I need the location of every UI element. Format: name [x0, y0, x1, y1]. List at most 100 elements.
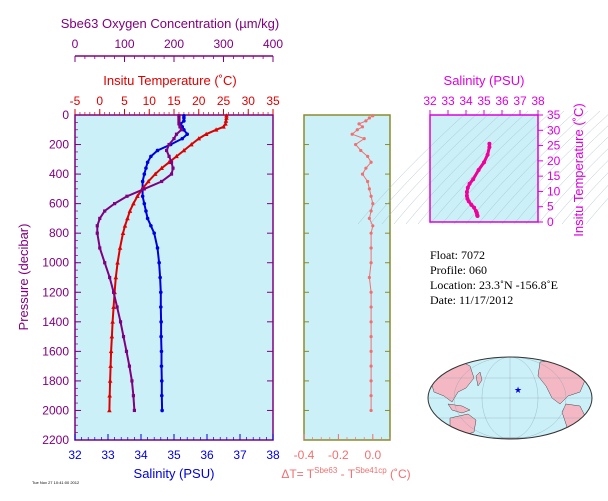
oxygen-point: [118, 320, 123, 324]
salinity-point: [155, 246, 160, 250]
delta-label-sup-2: Sbe41cp: [355, 466, 387, 475]
temperature-point: [107, 378, 113, 383]
isopycnal-line: [393, 110, 505, 225]
temperature-tick-label: 10: [143, 94, 157, 108]
ts-point: [485, 152, 490, 157]
ts-point: [465, 185, 470, 190]
info-date: Date: 11/17/2012: [430, 293, 513, 307]
salinity-point: [182, 116, 186, 120]
salinity-point: [159, 393, 164, 398]
temperature-tick-label: 20: [192, 94, 206, 108]
salinity-point: [145, 160, 150, 165]
isopycnal-line: [405, 110, 517, 225]
temperature-point: [108, 363, 113, 368]
delta-point: [362, 137, 366, 141]
temperature-tick-label: 30: [242, 94, 256, 108]
ts-salinity-tick-label: 33: [441, 94, 455, 108]
salinity-point: [144, 209, 148, 213]
delta-point: [371, 224, 375, 228]
delta-point: [369, 209, 373, 213]
delta-point: [371, 114, 375, 118]
ts-salinity-tick-label: 37: [513, 94, 527, 108]
oxygen-point: [177, 122, 181, 126]
salinity-point: [145, 216, 150, 221]
isopycnal-line: [573, 185, 608, 225]
temperature-profile-line: [108, 115, 228, 411]
star-icon: ★: [514, 386, 522, 396]
oxygen-point: [121, 334, 126, 339]
ts-temperature-tick-label: 0: [547, 215, 554, 229]
temperature-point: [115, 260, 120, 265]
temperature-tick-label: 0: [96, 94, 103, 108]
temperature-point: [223, 121, 228, 126]
delta-point: [369, 231, 373, 235]
ts-salinity-ticks: 32 33 34 35 36 37 38: [423, 94, 545, 115]
oxygen-point: [130, 379, 134, 383]
oxygen-point: [125, 194, 129, 198]
oxygen-axis-ticks: 0 100 200 300 400: [72, 37, 283, 62]
delta-point: [360, 172, 365, 176]
oxygen-point: [174, 132, 179, 136]
oxygen-point: [169, 160, 174, 164]
delta-point: [369, 334, 373, 339]
delta-point: [369, 160, 373, 164]
delta-tick-label: -0.2: [328, 448, 349, 462]
temperature-point: [110, 319, 115, 324]
isopycnal-line: [549, 160, 608, 225]
oxygen-point: [177, 114, 181, 118]
ts-point: [487, 141, 492, 146]
oxygen-point: [177, 116, 181, 120]
oxygen-point: [95, 231, 99, 235]
oxygen-point: [127, 364, 132, 368]
salinity-point: [182, 119, 186, 123]
temperature-point: [203, 131, 209, 137]
ts-point: [473, 208, 478, 213]
delta-axis-title: ΔT= TSbe63 - TSbe41cp (˚C): [281, 466, 410, 481]
salinity-tick-label: 34: [134, 448, 148, 462]
delta-label-main: ΔT= T: [281, 467, 314, 481]
oxygen-point: [160, 179, 164, 184]
ts-salinity-tick-label: 34: [459, 94, 473, 108]
oxygen-point: [172, 137, 176, 141]
delta-point: [369, 305, 373, 309]
ts-point: [465, 196, 470, 201]
info-location: Location: 23.3˚N -156.8˚E: [430, 278, 558, 292]
delta-point: [369, 364, 373, 368]
salinity-point: [159, 320, 163, 324]
delta-label-sup-1: Sbe63: [314, 466, 338, 475]
salinity-point: [155, 148, 160, 153]
salinity-tick-label: 38: [266, 448, 280, 462]
map-land-australia: [449, 413, 477, 437]
delta-axis-ticks: -0.4 -0.2 0.0: [294, 114, 391, 462]
oxygen-point: [115, 305, 119, 309]
delta-point: [369, 246, 373, 250]
isopycnal-line: [369, 110, 481, 225]
oxygen-point: [178, 125, 182, 129]
delta-tick-label: -0.4: [294, 448, 315, 462]
pressure-tick-label: 600: [49, 197, 69, 211]
pressure-tick-label: 0: [62, 108, 69, 122]
isopycnal-line: [525, 136, 608, 225]
salinity-point: [149, 223, 153, 228]
temperature-point: [122, 223, 128, 228]
pressure-tick-label: 400: [49, 167, 69, 181]
ts-plot-background: [430, 115, 538, 222]
oxygen-tick-label: 0: [72, 37, 79, 51]
ts-plot-frame: [429, 114, 539, 223]
ts-temperature-tick-label: 20: [547, 154, 561, 168]
delta-point: [367, 116, 371, 120]
salinity-tick-label: 32: [68, 448, 82, 462]
oxygen-point: [164, 148, 169, 153]
salinity-point: [142, 201, 147, 206]
ts-temperature-title: Insitu Temperature (˚C): [571, 103, 586, 236]
isopycnal-line: [537, 148, 608, 225]
isopycnal-line: [453, 110, 565, 225]
temperature-point: [145, 178, 151, 184]
salinity-point: [159, 305, 163, 309]
oxygen-point: [124, 349, 129, 353]
ts-temperature-tick-label: 30: [547, 123, 561, 137]
temperature-tick-label: 25: [217, 94, 231, 108]
delta-series: [350, 114, 375, 413]
salinity-tick-label: 36: [200, 448, 214, 462]
temperature-point: [120, 230, 126, 235]
